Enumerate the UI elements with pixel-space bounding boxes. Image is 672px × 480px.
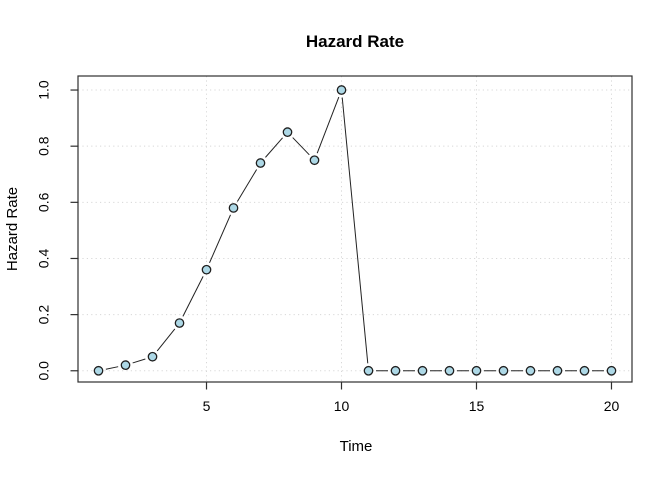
data-point <box>336 85 347 95</box>
series-segment <box>292 137 310 156</box>
y-tick-label: 1.0 <box>36 80 52 100</box>
y-tick-label: 0.8 <box>36 136 52 156</box>
data-point <box>552 365 563 376</box>
data-point <box>417 365 428 376</box>
data-point <box>255 158 266 168</box>
data-point <box>282 127 293 137</box>
data-point <box>174 318 185 328</box>
data-point <box>228 203 239 213</box>
x-tick-label: 10 <box>334 398 350 414</box>
hazard-rate-series <box>93 85 617 376</box>
data-point <box>471 365 482 376</box>
series-segment <box>105 366 119 370</box>
series-segment <box>132 358 146 364</box>
series-segment <box>341 97 369 364</box>
data-point <box>93 365 104 376</box>
axes: 5 10 15 20 0.0 0.2 0.4 0.6 0.8 1.0 <box>36 75 633 414</box>
series-segment <box>265 137 283 158</box>
series-segment <box>316 96 340 154</box>
series-segment <box>236 169 258 202</box>
data-point <box>147 351 158 362</box>
data-point <box>498 365 509 376</box>
y-tick-label: 0.4 <box>36 249 52 269</box>
data-point <box>390 365 401 376</box>
data-point <box>444 365 455 376</box>
data-point <box>201 264 212 275</box>
series-segment <box>156 328 176 352</box>
x-tick-label: 15 <box>469 398 485 414</box>
series-segment <box>209 214 231 264</box>
data-point <box>525 365 536 376</box>
data-point <box>363 365 374 376</box>
y-tick-label: 0.0 <box>36 361 52 381</box>
x-tick-label: 5 <box>203 398 211 414</box>
chart-title: Hazard Rate <box>306 32 404 51</box>
data-point <box>120 360 131 371</box>
data-point <box>606 365 617 376</box>
y-axis-label: Hazard Rate <box>4 187 21 271</box>
x-tick-label: 20 <box>604 398 620 414</box>
plot-box <box>77 75 633 383</box>
y-tick-label: 0.2 <box>36 305 52 325</box>
y-tick-label: 0.6 <box>36 192 52 212</box>
x-axis-label: Time <box>340 438 373 455</box>
series-segment <box>182 276 204 317</box>
data-point <box>579 365 590 376</box>
data-point <box>309 155 320 166</box>
